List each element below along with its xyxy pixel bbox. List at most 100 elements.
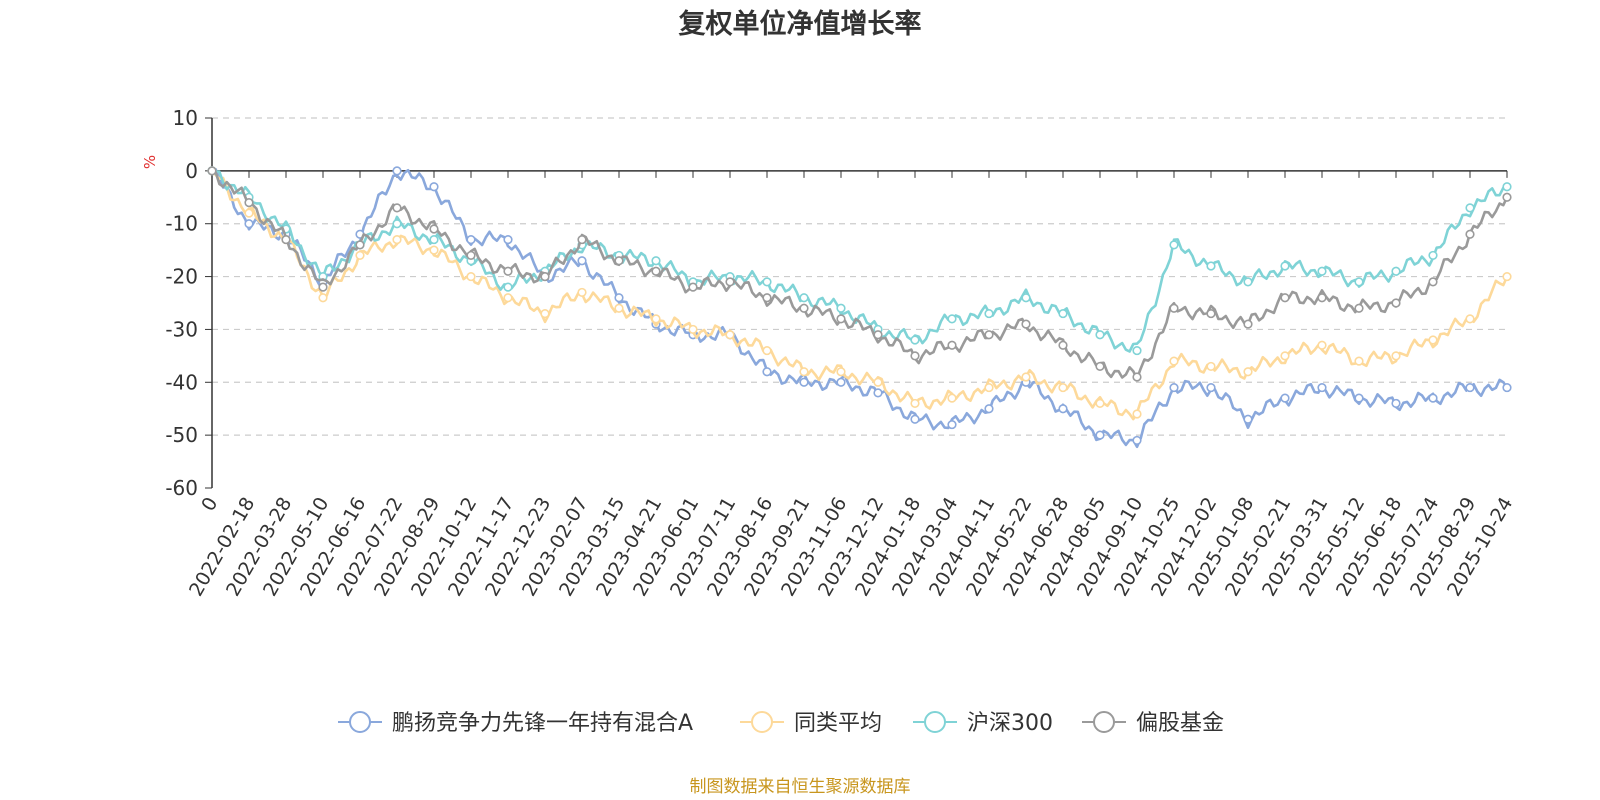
data-point bbox=[1058, 308, 1068, 319]
data-point bbox=[318, 293, 328, 303]
data-point bbox=[1021, 372, 1031, 382]
data-point bbox=[1428, 277, 1438, 287]
data-point bbox=[725, 277, 735, 287]
data-point bbox=[466, 234, 476, 245]
data-point bbox=[1095, 330, 1105, 340]
series-line-2 bbox=[211, 169, 1508, 353]
data-point bbox=[1428, 393, 1438, 403]
legend-item-0[interactable]: 鹏扬竞争力先锋一年持有混合A bbox=[338, 711, 693, 736]
data-point bbox=[799, 377, 809, 387]
data-point bbox=[1502, 382, 1512, 393]
data-point bbox=[540, 308, 550, 319]
data-point bbox=[1391, 298, 1401, 308]
legend-item-1[interactable]: 同类平均 bbox=[740, 711, 882, 736]
data-point bbox=[651, 256, 661, 266]
data-point bbox=[836, 303, 846, 313]
data-point bbox=[984, 308, 994, 319]
data-point bbox=[947, 340, 957, 350]
legend-marker-icon bbox=[349, 711, 371, 733]
data-point bbox=[503, 282, 513, 292]
legend[interactable]: 鹏扬竞争力先锋一年持有混合A 同类平均 沪深300 偏股基金 bbox=[338, 711, 1224, 736]
data-point bbox=[1021, 293, 1031, 303]
data-point bbox=[984, 404, 994, 414]
data-point bbox=[1169, 382, 1179, 393]
y-axis-unit-label: % bbox=[141, 155, 159, 169]
data-point bbox=[503, 234, 513, 245]
data-point bbox=[1502, 192, 1512, 202]
data-point bbox=[1169, 356, 1179, 366]
data-point bbox=[1280, 351, 1290, 361]
data-point bbox=[1354, 277, 1364, 287]
data-point bbox=[429, 234, 439, 245]
data-point bbox=[1465, 314, 1475, 324]
source-note: 制图数据来自恒生聚源数据库 bbox=[690, 777, 911, 797]
legend-item-2[interactable]: 沪深300 bbox=[913, 711, 1053, 736]
y-tick-label: -20 bbox=[165, 265, 198, 289]
series-line-0 bbox=[211, 168, 1509, 449]
legend-label: 鹏扬竞争力先锋一年持有混合A bbox=[392, 711, 693, 736]
legend-marker-icon bbox=[1093, 711, 1115, 733]
data-point bbox=[1132, 372, 1142, 382]
data-point bbox=[947, 314, 957, 324]
data-point bbox=[1243, 414, 1253, 424]
series-line-3 bbox=[211, 169, 1509, 381]
data-point bbox=[318, 282, 328, 292]
data-point bbox=[503, 266, 513, 276]
y-tick-label: -50 bbox=[165, 423, 198, 447]
data-point bbox=[1058, 404, 1068, 414]
data-point bbox=[1132, 435, 1142, 446]
data-point bbox=[392, 166, 402, 176]
data-point bbox=[466, 271, 476, 282]
data-point bbox=[725, 330, 735, 340]
data-point bbox=[1095, 398, 1105, 409]
data-point bbox=[1502, 271, 1512, 282]
data-point bbox=[1021, 319, 1031, 329]
data-point bbox=[466, 250, 476, 261]
data-point bbox=[281, 234, 291, 245]
legend-label: 偏股基金 bbox=[1136, 711, 1224, 736]
data-point bbox=[910, 351, 920, 361]
y-tick-label: -60 bbox=[165, 476, 198, 500]
data-point bbox=[429, 182, 439, 192]
data-point bbox=[688, 324, 698, 335]
data-point bbox=[910, 335, 920, 345]
data-point bbox=[1354, 393, 1364, 403]
data-point bbox=[1280, 393, 1290, 403]
data-point bbox=[1169, 240, 1179, 250]
data-point bbox=[762, 277, 772, 287]
data-point bbox=[836, 367, 846, 377]
data-point bbox=[762, 345, 772, 356]
data-point bbox=[1280, 261, 1290, 271]
data-point bbox=[1243, 367, 1253, 377]
data-point bbox=[614, 256, 624, 266]
data-point bbox=[1391, 266, 1401, 276]
data-point bbox=[540, 271, 550, 282]
data-point bbox=[1317, 340, 1327, 350]
data-point bbox=[429, 224, 439, 234]
data-point bbox=[1354, 356, 1364, 366]
data-point bbox=[762, 293, 772, 303]
grid-lines bbox=[212, 117, 1507, 436]
data-point bbox=[1391, 398, 1401, 409]
data-point bbox=[392, 234, 402, 245]
data-point bbox=[1206, 261, 1216, 271]
data-point bbox=[910, 398, 920, 409]
legend-label: 同类平均 bbox=[794, 711, 882, 736]
legend-item-3[interactable]: 偏股基金 bbox=[1082, 711, 1224, 736]
chart-title: 复权单位净值增长率 bbox=[679, 8, 922, 40]
data-point bbox=[1317, 293, 1327, 303]
data-point bbox=[244, 208, 254, 218]
legend-marker-icon bbox=[751, 711, 773, 733]
data-point bbox=[799, 367, 809, 377]
data-point bbox=[1095, 430, 1105, 440]
y-tick-label: 10 bbox=[173, 106, 198, 130]
data-point bbox=[503, 293, 513, 303]
data-point bbox=[1317, 382, 1327, 393]
data-point bbox=[1280, 293, 1290, 303]
data-point bbox=[836, 314, 846, 324]
data-point bbox=[1243, 277, 1253, 287]
data-point bbox=[1243, 319, 1253, 329]
axes: 100-10-20-30-40-50-6002022-02-182022-03-… bbox=[165, 106, 1517, 600]
